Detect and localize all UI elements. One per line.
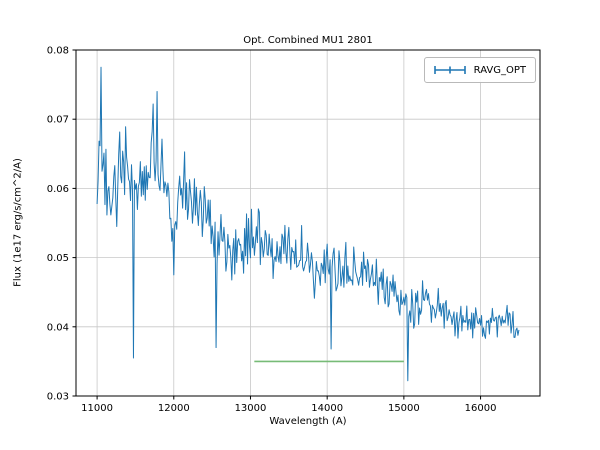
y-tick-label: 0.06 [47, 184, 69, 195]
grid-lines [76, 49, 540, 397]
axes-spines [75, 49, 541, 397]
legend-label: RAVG_OPT [473, 64, 526, 76]
x-tick-label: 13000 [235, 403, 267, 414]
y-tick-label: 0.08 [47, 46, 69, 57]
spectrum-line [96, 66, 520, 382]
axis-ticks: 11000 12000 13000 14000 15000 16000 0.03 0.04 0.… [47, 46, 497, 415]
x-tick-label: 12000 [158, 403, 190, 414]
x-tick-label: 16000 [465, 403, 497, 414]
legend-errorbar-glyph [433, 66, 466, 74]
x-tick-label: 14000 [311, 403, 343, 414]
x-tick-label: 15000 [388, 403, 420, 414]
y-tick-label: 0.07 [47, 115, 69, 126]
legend: RAVG_OPT [423, 57, 536, 83]
y-tick-label: 0.03 [47, 392, 69, 403]
x-tick-label: 11000 [81, 403, 113, 414]
x-axis-label: Wavelength (A) [269, 416, 347, 427]
y-axis-label: Flux (1e17 erg/s/cm^2/A) [12, 158, 24, 287]
y-tick-label: 0.04 [47, 322, 69, 333]
chart-title: Opt. Combined MU1 2801 [243, 35, 373, 46]
y-tick-label: 0.05 [47, 253, 69, 264]
